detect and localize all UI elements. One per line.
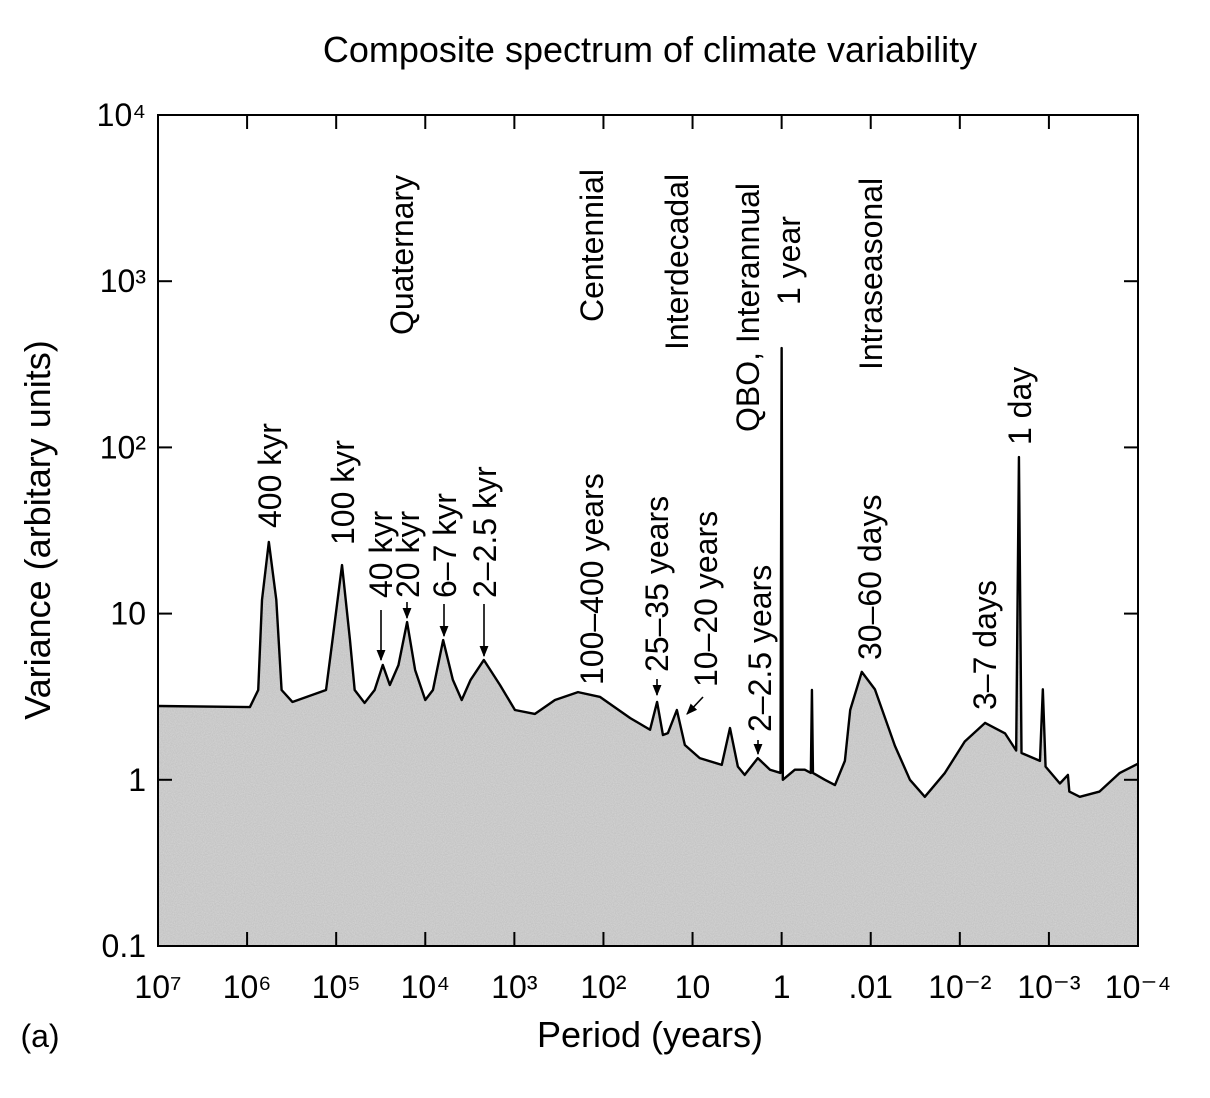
annotation: 6–7 kyr <box>427 493 463 598</box>
y-tick-label: 1 <box>128 762 146 798</box>
y-tick-label: 10² <box>100 429 147 465</box>
x-tick-label: 10³ <box>491 969 538 1005</box>
x-tick-label: 10⁻² <box>928 969 991 1005</box>
annotation: Centennial <box>574 169 610 322</box>
y-tick-label: 0.1 <box>102 928 146 964</box>
x-tick-label: 10⁵ <box>312 969 361 1005</box>
annotation: Interdecadal <box>659 174 695 350</box>
y-tick-label: 10 <box>110 596 146 632</box>
annotation: Intraseasonal <box>853 178 889 370</box>
annotation-arrow <box>686 696 704 715</box>
y-axis-label: Variance (arbitary units) <box>17 340 58 719</box>
chart-title: Composite spectrum of climate variabilit… <box>323 29 977 70</box>
x-axis-label: Period (years) <box>537 1014 763 1055</box>
x-tick-label: 10⁶ <box>223 969 272 1005</box>
x-tick-label: 10⁻⁴ <box>1105 969 1171 1005</box>
x-tick-label: 10⁷ <box>134 969 181 1005</box>
annotation: 40 kyr <box>363 511 399 598</box>
x-tick-label: 10 <box>675 969 711 1005</box>
annotation: 100 kyr <box>325 440 361 545</box>
plot-frame <box>157 114 1139 947</box>
x-tick-label: 1 <box>773 969 791 1005</box>
spectrum-area <box>158 348 1138 946</box>
x-tick-label: 10⁴ <box>401 969 450 1005</box>
annotation: 2–2.5 years <box>742 565 778 732</box>
y-tick-label: 10³ <box>100 263 147 299</box>
annotation: 100–400 years <box>574 473 610 685</box>
panel-label: (a) <box>20 1018 59 1054</box>
x-tick-label: 10⁻³ <box>1017 969 1080 1005</box>
x-tick-label: .01 <box>848 969 892 1005</box>
annotation: QBO, Interannual <box>730 183 766 432</box>
annotation: 30–60 days <box>852 495 888 660</box>
annotation: 25–35 years <box>639 496 675 672</box>
y-tick-label: 10⁴ <box>97 97 146 133</box>
spectrum-line <box>157 346 1139 799</box>
x-tick-label: 10² <box>580 969 627 1005</box>
annotation: Quaternary <box>384 175 420 335</box>
annotation: 20 kyr <box>390 511 426 598</box>
annotation: 1 year <box>771 216 807 305</box>
annotation: 1 day <box>1002 367 1038 445</box>
annotation: 2–2.5 kyr <box>467 466 503 598</box>
annotation: 3–7 days <box>967 580 1003 710</box>
annotation: 400 kyr <box>252 423 288 528</box>
annotation: 10–20 years <box>688 511 724 687</box>
